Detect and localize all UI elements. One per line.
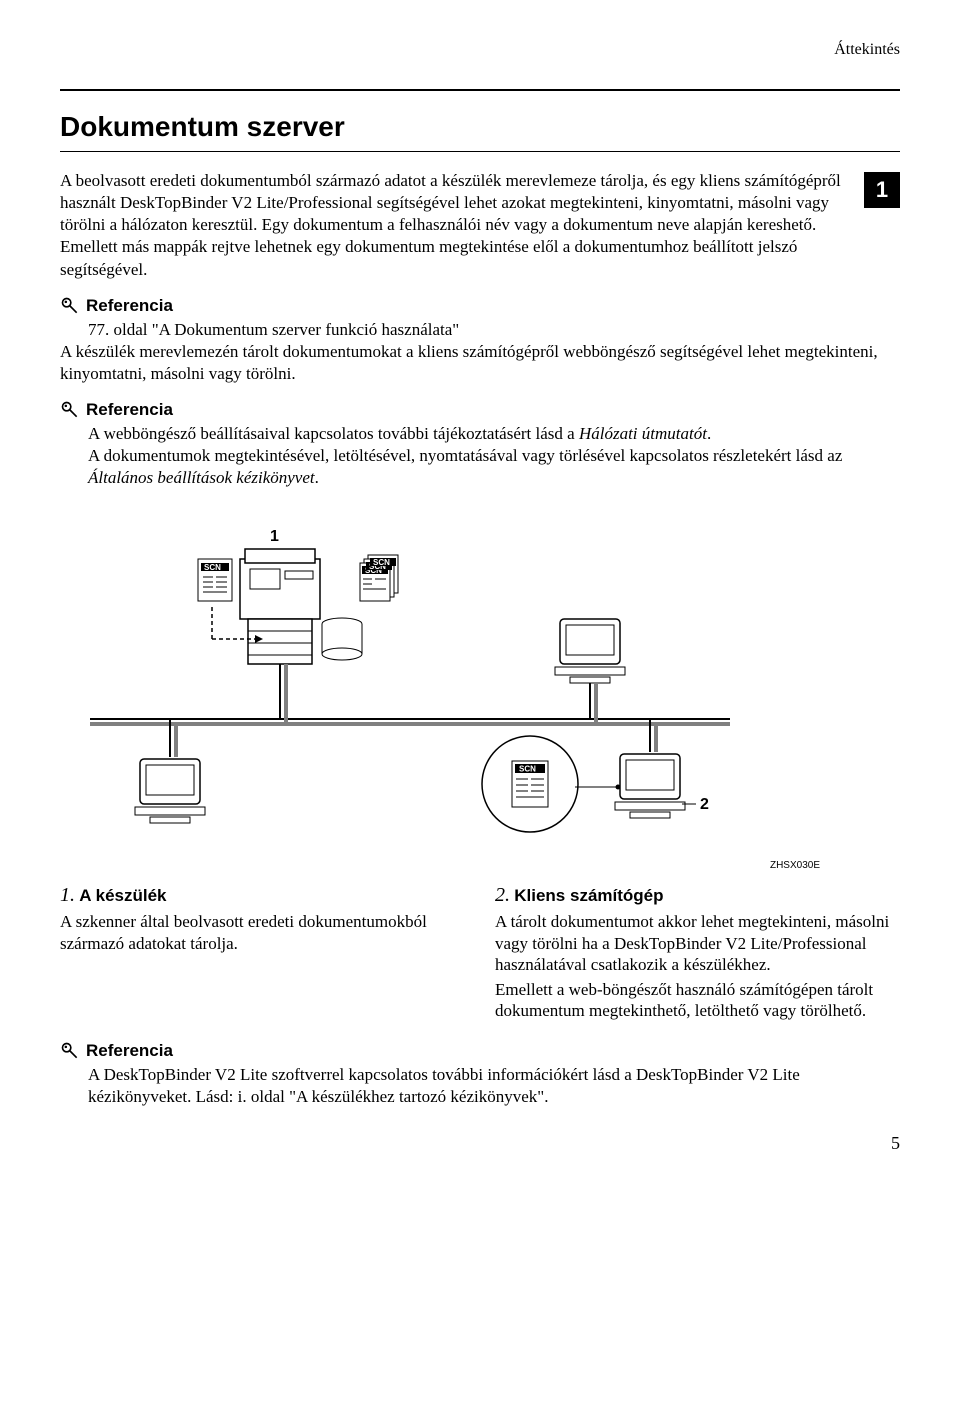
reference-paragraph: A DeskTopBinder V2 Lite szoftverrel kapc… [88,1064,900,1108]
section-title: Dokumentum szerver [60,109,900,152]
legend-title: 2. Kliens számítógép [495,882,900,908]
reference-heading: Referencia [60,1040,900,1062]
reference-body: A webböngésző beállításaival kapcsolatos… [60,423,900,489]
svg-text:1: 1 [270,528,279,545]
reference-label: Referencia [86,399,173,421]
reference-block-3: Referencia A DeskTopBinder V2 Lite szoft… [60,1040,900,1108]
reference-paragraph: A készülék merevlemezén tárolt dokumentu… [60,341,900,385]
reference-label: Referencia [86,295,173,317]
reference-icon [60,296,80,316]
legend-body: A szkenner által beolvasott eredeti doku… [60,911,465,954]
svg-text:2: 2 [700,796,709,813]
svg-text:SCN: SCN [519,765,536,774]
svg-text:SCN: SCN [204,563,221,572]
figure-reference-code: ZHSX030E [60,859,820,872]
legend-item-1: 1. A készülék A szkenner által beolvasot… [60,882,465,1025]
reference-block-1: Referencia 77. oldal "A Dokumentum szerv… [60,295,900,385]
chapter-badge: 1 [864,172,900,208]
reference-block-2: Referencia A webböngésző beállításaival … [60,399,900,489]
running-title: Áttekintés [834,41,900,58]
legend-body: A tárolt dokumentumot akkor lehet megtek… [495,911,900,1021]
reference-heading: Referencia [60,295,900,317]
svg-text:SCN: SCN [373,558,390,567]
intro-paragraph: A beolvasott eredeti dokumentumból szárm… [60,170,848,280]
legend-row: 1. A készülék A szkenner által beolvasot… [60,882,900,1025]
legend-item-2: 2. Kliens számítógép A tárolt dokumentum… [495,882,900,1025]
page-number: 5 [60,1132,900,1155]
reference-paragraph: A webböngésző beállításaival kapcsolatos… [88,423,900,445]
divider [60,89,900,91]
reference-icon [60,400,80,420]
reference-paragraph: A dokumentumok megtekintésével, letöltés… [88,445,900,489]
network-diagram: 1 SCN [60,519,900,849]
reference-body: A DeskTopBinder V2 Lite szoftverrel kapc… [60,1064,900,1108]
intro-row: A beolvasott eredeti dokumentumból szárm… [60,170,900,280]
running-header: Áttekintés [60,40,900,61]
legend-title: 1. A készülék [60,882,465,908]
reference-heading: Referencia [60,399,900,421]
diagram-svg: 1 SCN [60,519,760,849]
reference-icon [60,1041,80,1061]
reference-line: 77. oldal "A Dokumentum szerver funkció … [88,319,900,341]
reference-body: 77. oldal "A Dokumentum szerver funkció … [60,319,900,341]
reference-label: Referencia [86,1040,173,1062]
